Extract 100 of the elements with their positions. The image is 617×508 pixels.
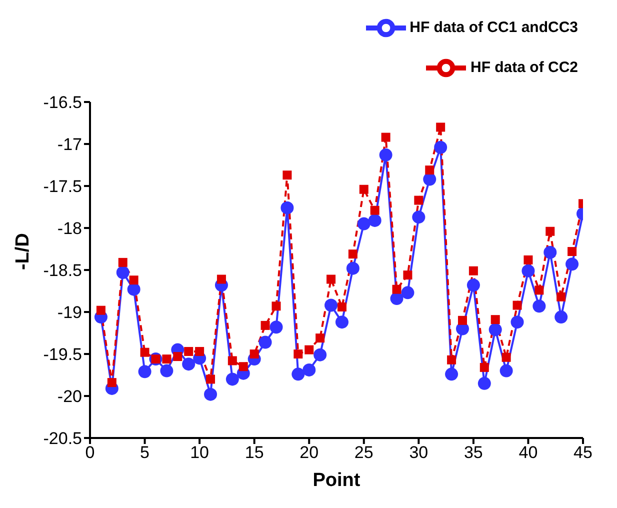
point [337,302,346,312]
y-tick-label: -18.5 [43,261,82,280]
x-tick-label: 45 [574,443,592,462]
point [357,217,370,230]
point [292,368,305,381]
point [182,358,196,371]
point [534,286,544,295]
point [250,350,259,358]
point [434,140,448,154]
point [173,352,182,362]
point [423,172,436,186]
point [140,348,150,357]
point [512,300,522,310]
point [160,364,174,378]
point [96,306,106,315]
x-tick-label: 30 [409,443,428,462]
point [260,320,270,330]
point [566,258,579,271]
point [324,298,338,312]
point [480,362,489,372]
legend-label: HF data of CC1 andCC3 [410,18,578,36]
x-tick-label: 15 [244,443,264,462]
y-tick-label: -19.5 [43,345,82,364]
point [401,286,414,300]
point [425,166,434,175]
point [204,388,218,401]
point [554,310,568,324]
point [162,354,172,364]
point [107,378,116,388]
point [458,316,467,325]
point [414,196,424,205]
point [445,368,458,381]
point [129,276,138,285]
point [478,376,491,390]
x-axis-title: Point [312,470,361,491]
point [466,278,480,292]
point [118,258,128,267]
point [138,365,152,378]
point [216,274,226,284]
y-tick-label: -17 [57,135,82,154]
y-tick-label: -20 [57,387,82,406]
point [532,300,546,313]
point [500,364,513,378]
y-tick-label: -16.5 [43,93,82,112]
point [359,184,368,194]
point [280,201,294,214]
point [370,206,380,215]
point [392,284,402,294]
point [326,274,336,284]
point [490,315,500,324]
point [368,214,382,227]
point [556,292,566,302]
point [568,247,577,256]
point [270,320,283,334]
point [403,270,412,280]
point [546,226,555,236]
x-tick-label: 0 [85,443,95,462]
point [381,132,390,142]
point [522,264,535,278]
point [116,266,130,280]
point [272,302,281,311]
point [302,363,316,376]
point [544,246,557,259]
y-tick-label: -19 [57,303,82,322]
point [379,148,392,162]
point [127,282,140,296]
x-tick-label: 5 [140,443,150,462]
point [502,352,511,362]
point [282,170,292,180]
y-tick-label: -20.5 [43,429,82,448]
point [314,348,327,362]
point [294,350,303,358]
x-tick-label: 35 [464,443,483,462]
point [226,372,239,386]
point [412,210,426,224]
y-tick-label: -17.5 [43,177,82,196]
point [348,250,358,259]
point [304,345,314,354]
point [468,266,478,276]
point [258,336,272,349]
x-tick-label: 40 [518,443,538,462]
x-tick-label: 10 [190,443,210,462]
point [184,346,194,356]
point [524,255,533,264]
point [195,346,204,356]
y-axis-title: -L/D [12,233,34,270]
y-tick-label: -18 [57,219,82,238]
point [447,355,456,364]
point [510,316,524,329]
point [206,374,216,384]
x-tick-label: 20 [300,443,319,462]
legend-label: HF data of CC2 [470,58,578,76]
point [436,122,446,132]
point [488,323,502,336]
point [316,334,325,343]
point [228,356,237,366]
point [346,262,360,275]
x-tick-label: 25 [354,443,374,462]
point [335,316,348,329]
point [238,362,248,372]
